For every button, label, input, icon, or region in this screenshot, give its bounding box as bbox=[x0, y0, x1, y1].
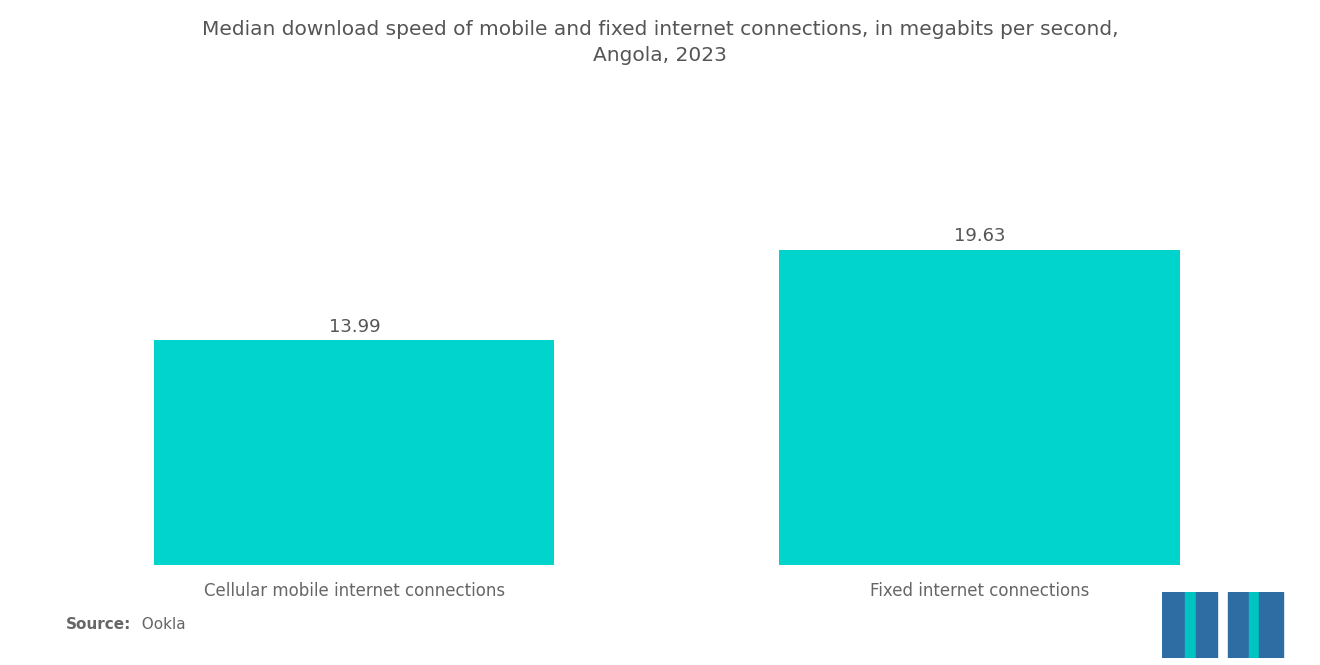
Text: Median download speed of mobile and fixed internet connections, in megabits per : Median download speed of mobile and fixe… bbox=[202, 20, 1118, 65]
Text: 13.99: 13.99 bbox=[329, 318, 380, 336]
Text: 19.63: 19.63 bbox=[954, 227, 1006, 245]
Polygon shape bbox=[1185, 592, 1196, 658]
Polygon shape bbox=[1249, 592, 1259, 658]
Polygon shape bbox=[1196, 592, 1217, 658]
Polygon shape bbox=[1259, 592, 1283, 658]
Bar bbox=[154, 340, 554, 565]
Text: Source:: Source: bbox=[66, 616, 132, 632]
Bar bbox=[780, 250, 1180, 565]
Text: Ookla: Ookla bbox=[132, 616, 186, 632]
Polygon shape bbox=[1228, 592, 1249, 658]
Polygon shape bbox=[1162, 592, 1185, 658]
